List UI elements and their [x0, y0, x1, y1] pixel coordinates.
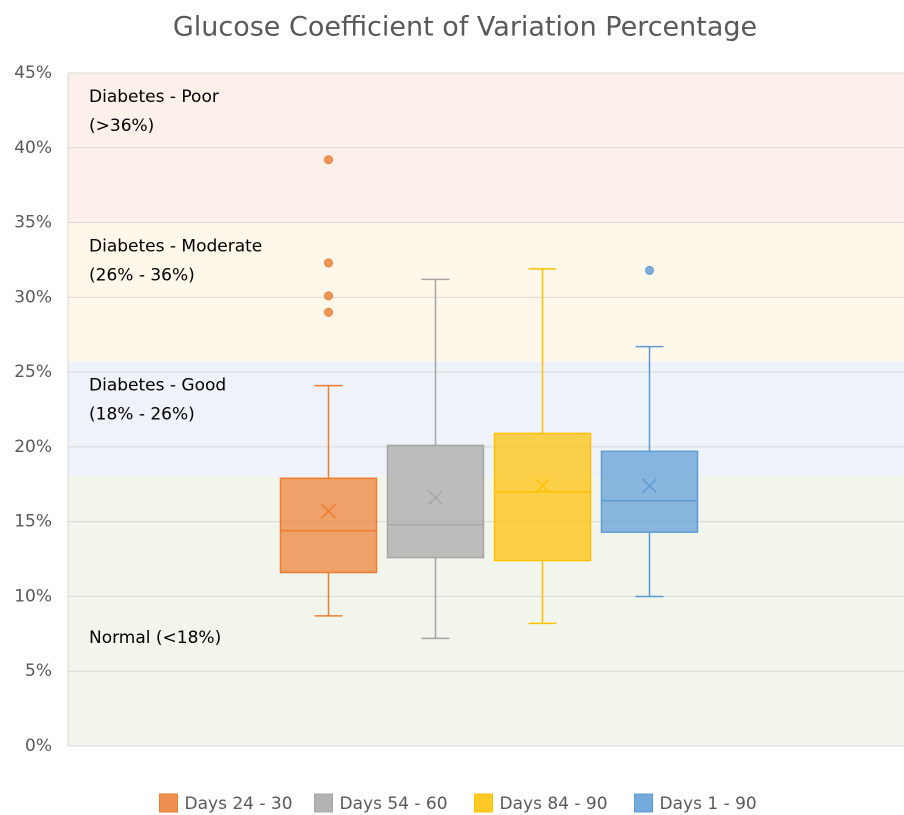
box-group [386, 278, 485, 640]
outlier [645, 265, 654, 275]
legend-label: Days 54 - 60 [340, 794, 448, 814]
y-tick-label: 20% [14, 437, 52, 457]
outlier [324, 307, 333, 317]
mean-marker [427, 490, 444, 506]
box [493, 432, 592, 562]
legend-swatch [634, 793, 653, 813]
band [68, 476, 904, 746]
band-label: Diabetes - Good [89, 376, 226, 396]
mean-marker [641, 478, 658, 494]
y-tick-label: 0% [25, 736, 52, 756]
outlier [324, 155, 333, 165]
band [68, 222, 904, 362]
y-tick-label: 5% [25, 661, 52, 681]
band-label: Normal (<18%) [89, 628, 221, 648]
band-label: Diabetes - Moderate [89, 237, 262, 257]
mean-marker [320, 503, 337, 519]
y-tick-label: 10% [14, 586, 52, 606]
box-group [279, 155, 378, 617]
y-tick-label: 30% [14, 287, 52, 307]
legend-swatch [314, 793, 333, 813]
legend-label: Days 1 - 90 [660, 794, 757, 814]
box [386, 444, 485, 559]
band [68, 361, 904, 477]
box-group [493, 268, 592, 625]
outlier [324, 291, 333, 301]
legend-swatch [474, 793, 493, 813]
band-label: (26% - 36%) [89, 266, 195, 286]
outlier [324, 258, 333, 268]
y-tick-label: 40% [14, 138, 52, 158]
band-label: (18% - 26%) [89, 405, 195, 425]
box-group [600, 265, 699, 598]
y-tick-label: 15% [14, 512, 52, 532]
y-tick-label: 25% [14, 362, 52, 382]
legend-label: Days 84 - 90 [500, 794, 608, 814]
band-label: (>36%) [89, 116, 154, 136]
y-tick-label: 35% [14, 213, 52, 233]
box [279, 477, 378, 574]
mean-marker [534, 478, 551, 494]
chart-title: Glucose Coefficient of Variation Percent… [173, 12, 757, 43]
legend-label: Days 24 - 30 [185, 794, 293, 814]
band-label: Diabetes - Poor [89, 87, 219, 107]
y-tick-label: 45% [14, 63, 52, 83]
legend-swatch [159, 793, 178, 813]
box [600, 450, 699, 533]
